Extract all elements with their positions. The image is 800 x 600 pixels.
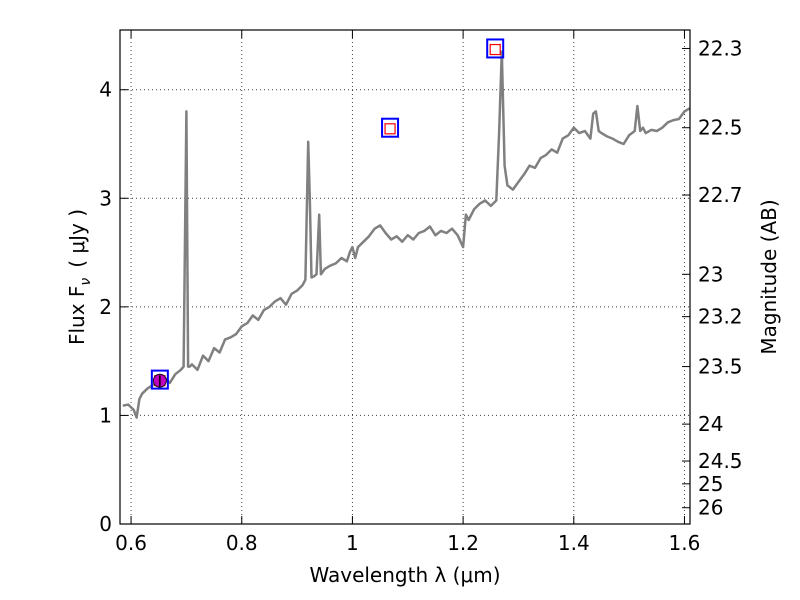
- spectrum-line: [122, 50, 691, 419]
- grid-lines: [120, 30, 690, 525]
- x-tick-label: 0.8: [226, 531, 258, 555]
- photometry-box: [381, 117, 400, 138]
- right-tick-label: 24.5: [698, 449, 743, 473]
- right-tick-label: 23.2: [698, 305, 743, 329]
- plot-frame: [119, 29, 691, 525]
- right-tick-label: 24: [698, 412, 723, 436]
- x-tick-label: 1.6: [669, 531, 701, 555]
- y-axis-label-main: Flux F: [65, 286, 89, 345]
- y-tick-label: 4: [99, 78, 112, 102]
- photometry-box: [486, 38, 505, 59]
- axis-ticks: [120, 30, 690, 525]
- y-tick-label: 2: [99, 295, 112, 319]
- model-point: [384, 123, 396, 135]
- photometry-box: [150, 369, 169, 390]
- x-tick-label: 1.4: [558, 531, 590, 555]
- y-tick-label: 3: [99, 186, 112, 210]
- y-tick-label: 1: [99, 403, 112, 427]
- tick-labels: 0.6 0.8 1 1.2 1.4 1.60123422.322.522.72323.22…: [99, 36, 742, 555]
- x-tick-label: 1.2: [447, 531, 479, 555]
- y-axis-label-unit: ( μJy ): [65, 209, 89, 268]
- right-tick-label: 23: [698, 262, 723, 286]
- right-tick-label: 26: [698, 496, 723, 520]
- spectrum-series: [122, 50, 691, 419]
- y-tick-label: 0: [99, 512, 112, 536]
- x-axis-label: Wavelength λ (μm): [309, 563, 500, 587]
- right-tick-label: 23.5: [698, 355, 743, 379]
- model-point: [489, 43, 501, 56]
- x-tick-label: 0.6: [115, 531, 147, 555]
- right-axis-label: Magnitude (AB): [757, 199, 781, 354]
- right-tick-label: 25: [698, 472, 723, 496]
- photometry-points: [150, 38, 505, 390]
- right-tick-label: 22.7: [698, 183, 743, 207]
- right-tick-label: 22.3: [698, 36, 743, 60]
- right-tick-label: 22.5: [698, 116, 743, 140]
- x-tick-label: 1: [346, 531, 359, 555]
- y-axis-label-sub: ν: [78, 278, 94, 286]
- y-axis-label: Flux Fν ( μJy ): [65, 209, 94, 345]
